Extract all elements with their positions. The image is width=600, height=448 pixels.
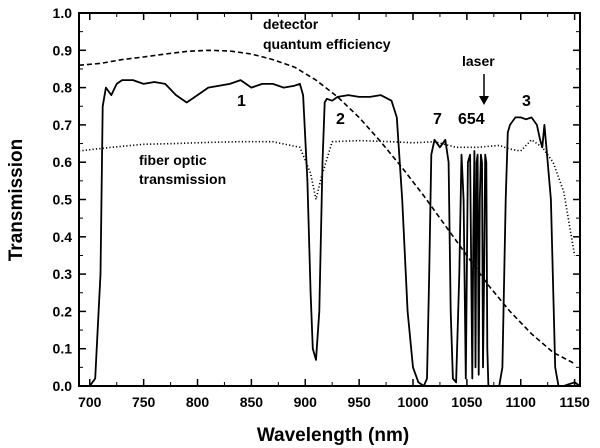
x-tick-labels: 700 750 800 850 900 950 1000 1050 1100 1150 xyxy=(78,394,590,410)
x-axis-title: Wavelength (nm) xyxy=(257,425,409,446)
x-tick-label: 700 xyxy=(78,394,102,410)
x-tick-label: 1100 xyxy=(506,394,537,410)
x-tick-label: 1000 xyxy=(397,394,428,410)
y-tick-label: 0.4 xyxy=(53,229,73,245)
y-tick-label: 0.2 xyxy=(53,303,73,319)
y-tick-label: 0.1 xyxy=(53,341,73,357)
detector-label-line2: quantum efficiency xyxy=(263,36,391,52)
detector-efficiency-curve xyxy=(78,49,575,365)
laser-arrow-head xyxy=(479,96,489,105)
y-tick-label: 0.0 xyxy=(53,378,73,394)
x-tick-label: 850 xyxy=(240,394,264,410)
filter-transmission-curve xyxy=(79,79,581,387)
y-tick-label: 0.3 xyxy=(53,266,73,282)
y-tick-labels: 0.0 0.1 0.2 0.3 0.4 0.5 0.6 0.7 0.8 0.9 1.0 xyxy=(53,5,73,394)
y-tick-label: 1.0 xyxy=(53,5,73,21)
peak-label-654: 654 xyxy=(458,111,485,128)
peak-label-2: 2 xyxy=(336,111,345,128)
series-layer xyxy=(78,49,581,387)
y-tick-label: 0.5 xyxy=(53,192,73,208)
fiber-label-line1: fiber optic xyxy=(139,152,207,168)
laser-label: laser xyxy=(462,53,495,69)
fiber-label-line2: transmission xyxy=(139,171,226,187)
y-axis-title: Transmission xyxy=(6,139,27,262)
peak-label-3: 3 xyxy=(522,93,531,110)
x-tick-label: 1150 xyxy=(559,394,590,410)
y-tick-label: 0.6 xyxy=(53,154,73,170)
y-tick-label: 0.9 xyxy=(53,42,73,58)
x-tick-label: 750 xyxy=(132,394,156,410)
x-tick-label: 950 xyxy=(347,394,371,410)
detector-label-line1: detector xyxy=(263,16,319,32)
peak-label-7: 7 xyxy=(433,111,442,128)
x-tick-label: 900 xyxy=(294,394,318,410)
x-tick-label: 1050 xyxy=(451,394,482,410)
y-tick-label: 0.8 xyxy=(53,80,73,96)
x-tick-label: 800 xyxy=(186,394,210,410)
peak-label-1: 1 xyxy=(237,93,246,110)
y-tick-label: 0.7 xyxy=(53,117,73,133)
